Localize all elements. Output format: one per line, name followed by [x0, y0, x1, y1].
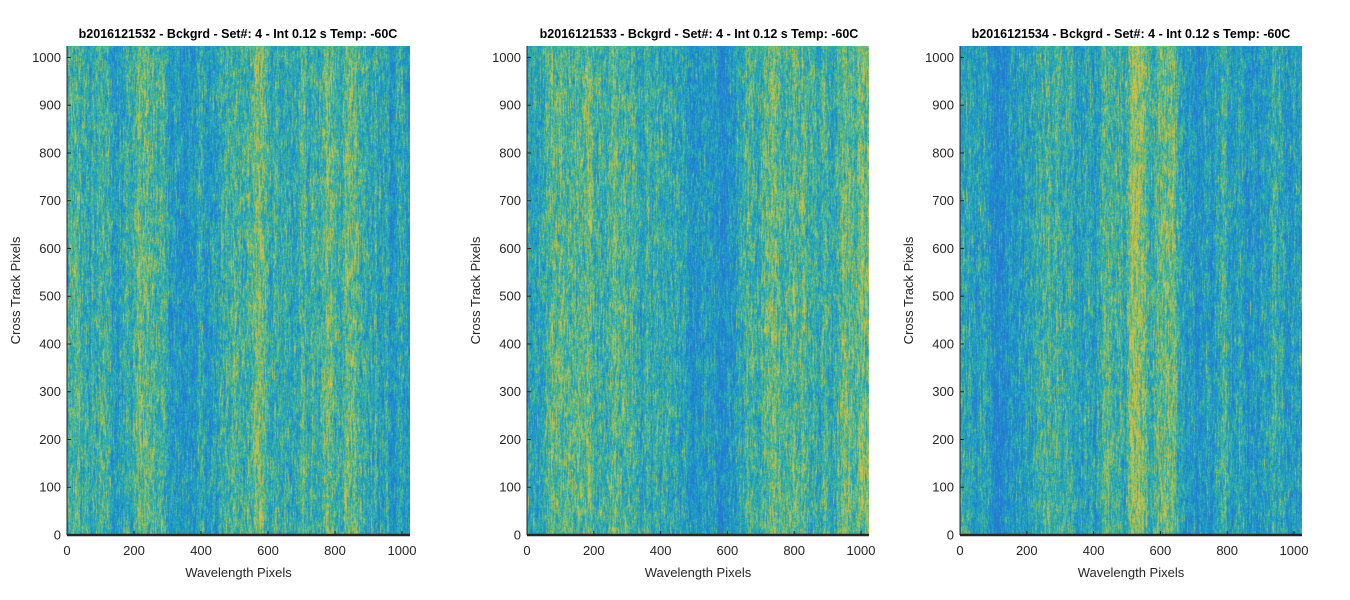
axes: 0 200 400 600 800 1000 0 100 200 300 400 500 600 700 8… — [468, 46, 876, 580]
x-tick-label: 200 — [583, 543, 605, 558]
chart-title: b2016121532 - Bckgrd - Set#: 4 - Int 0.1… — [78, 27, 398, 41]
y-tick-label: 0 — [514, 528, 521, 543]
x-tick-label: 1000 — [388, 543, 417, 558]
y-tick-label: 600 — [39, 241, 61, 256]
y-tick-label: 400 — [499, 336, 521, 351]
y-axis-label: Cross Track Pixels — [8, 236, 23, 344]
y-tick-label: 800 — [932, 145, 954, 160]
y-tick-label: 900 — [499, 98, 521, 113]
y-tick-label: 500 — [39, 289, 61, 304]
x-tick-label: 600 — [717, 543, 739, 558]
x-tick-label: 400 — [650, 543, 672, 558]
chart-title: b2016121533 - Bckgrd - Set#: 4 - Int 0.1… — [539, 27, 859, 41]
heatmap-texture — [527, 46, 869, 535]
x-tick-label: 800 — [324, 543, 346, 558]
y-tick-label: 700 — [39, 193, 61, 208]
heatmap-panel-2: b2016121533 - Bckgrd - Set#: 4 - Int 0.1… — [440, 0, 900, 600]
y-tick-label: 600 — [499, 241, 521, 256]
x-axis-label: Wavelength Pixels — [1078, 565, 1185, 580]
axes: 0 200 400 600 800 1000 0 100 200 300 400 500 600 700 8… — [901, 46, 1309, 580]
heatmap-image — [67, 46, 410, 535]
x-tick-label: 0 — [523, 543, 530, 558]
heatmap-texture — [960, 46, 1302, 535]
chart-title: b2016121534 - Bckgrd - Set#: 4 - Int 0.1… — [971, 27, 1291, 41]
y-tick-label: 1000 — [492, 50, 521, 65]
y-tick-label: 800 — [499, 145, 521, 160]
y-tick-label: 300 — [39, 384, 61, 399]
heatmap-panel-3: b2016121534 - Bckgrd - Set#: 4 - Int 0.1… — [900, 0, 1350, 600]
y-tick-label: 800 — [39, 145, 61, 160]
x-tick-label: 800 — [783, 543, 805, 558]
x-tick-label: 1000 — [847, 543, 876, 558]
heatmap-panel-1: b2016121532 - Bckgrd - Set#: 4 - Int 0.1… — [0, 0, 440, 600]
y-tick-label: 900 — [932, 98, 954, 113]
y-tick-label: 500 — [499, 289, 521, 304]
y-tick-label: 200 — [932, 432, 954, 447]
y-axis-label: Cross Track Pixels — [468, 236, 483, 344]
y-tick-label: 0 — [54, 528, 61, 543]
y-tick-label: 700 — [932, 193, 954, 208]
y-tick-label: 700 — [499, 193, 521, 208]
x-axis-label: Wavelength Pixels — [185, 565, 292, 580]
axes: 0 200 400 600 800 1000 0 100 200 300 400 500 600 700 8… — [8, 46, 417, 580]
y-tick-label: 500 — [932, 289, 954, 304]
y-tick-label: 300 — [932, 384, 954, 399]
heatmap-texture — [67, 46, 410, 535]
x-tick-label: 800 — [1216, 543, 1238, 558]
x-tick-label: 400 — [190, 543, 212, 558]
x-tick-label: 200 — [123, 543, 145, 558]
y-tick-label: 1000 — [925, 50, 954, 65]
y-tick-label: 1000 — [32, 50, 61, 65]
heatmap-image — [960, 46, 1302, 535]
heatmap-image — [527, 46, 869, 535]
y-tick-label: 900 — [39, 98, 61, 113]
y-tick-label: 100 — [932, 480, 954, 495]
y-tick-label: 600 — [932, 241, 954, 256]
y-tick-label: 200 — [39, 432, 61, 447]
x-tick-label: 200 — [1016, 543, 1038, 558]
x-tick-label: 400 — [1083, 543, 1105, 558]
y-tick-label: 400 — [39, 336, 61, 351]
y-tick-label: 300 — [499, 384, 521, 399]
x-tick-label: 1000 — [1280, 543, 1309, 558]
x-tick-label: 0 — [956, 543, 963, 558]
y-tick-label: 400 — [932, 336, 954, 351]
y-tick-label: 100 — [499, 480, 521, 495]
y-tick-label: 100 — [39, 480, 61, 495]
x-tick-label: 0 — [63, 543, 70, 558]
x-axis-label: Wavelength Pixels — [645, 565, 752, 580]
y-tick-label: 200 — [499, 432, 521, 447]
y-tick-label: 0 — [947, 528, 954, 543]
x-tick-label: 600 — [257, 543, 279, 558]
y-axis-label: Cross Track Pixels — [901, 236, 916, 344]
x-tick-label: 600 — [1150, 543, 1172, 558]
